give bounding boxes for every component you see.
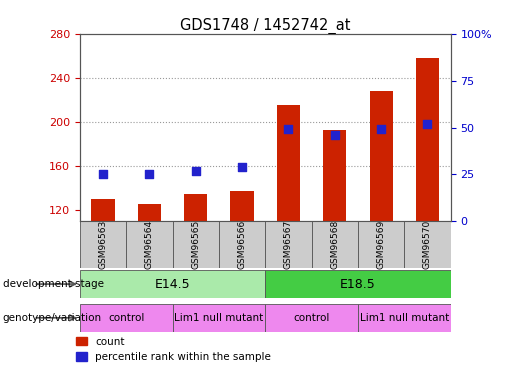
Bar (323, 130, 346, 221)
Text: GSM96566: GSM96566 (237, 220, 247, 269)
Point (192, 168, 200, 174)
Text: GSM96570: GSM96570 (423, 220, 432, 269)
Bar (173, 221, 219, 268)
Bar (416, 58, 439, 221)
Bar (265, 221, 312, 268)
Point (331, 132, 339, 138)
Text: GSM96567: GSM96567 (284, 220, 293, 269)
Bar (92, 199, 114, 221)
Bar (358, 221, 404, 268)
Bar (265, 270, 451, 298)
Bar (265, 304, 358, 332)
Text: control: control (294, 313, 330, 323)
Point (377, 126, 385, 132)
Point (238, 164, 246, 170)
Text: control: control (108, 313, 144, 323)
Bar (358, 304, 451, 332)
Text: E18.5: E18.5 (340, 278, 376, 291)
Point (423, 121, 432, 127)
Legend: count, percentile rank within the sample: count, percentile rank within the sample (72, 333, 275, 366)
Bar (80, 304, 173, 332)
Text: GSM96563: GSM96563 (98, 220, 108, 269)
Bar (404, 221, 451, 268)
Bar (369, 91, 392, 221)
Bar (277, 105, 300, 221)
Text: E14.5: E14.5 (154, 278, 191, 291)
Point (99, 171, 107, 177)
Text: development stage: development stage (3, 279, 104, 289)
Title: GDS1748 / 1452742_at: GDS1748 / 1452742_at (180, 18, 351, 34)
Bar (184, 194, 207, 221)
Bar (138, 204, 161, 221)
Bar (219, 221, 265, 268)
Point (284, 126, 293, 132)
Bar (312, 221, 358, 268)
Text: GSM96565: GSM96565 (191, 220, 200, 269)
Text: GSM96568: GSM96568 (330, 220, 339, 269)
Text: genotype/variation: genotype/variation (3, 313, 101, 322)
Bar (173, 304, 265, 332)
Text: GSM96569: GSM96569 (376, 220, 386, 269)
Bar (80, 221, 126, 268)
Bar (126, 221, 173, 268)
Text: Lim1 null mutant: Lim1 null mutant (359, 313, 449, 323)
Text: Lim1 null mutant: Lim1 null mutant (174, 313, 264, 323)
Text: GSM96564: GSM96564 (145, 220, 154, 269)
Bar (80, 270, 265, 298)
Bar (231, 192, 253, 221)
Point (145, 171, 153, 177)
